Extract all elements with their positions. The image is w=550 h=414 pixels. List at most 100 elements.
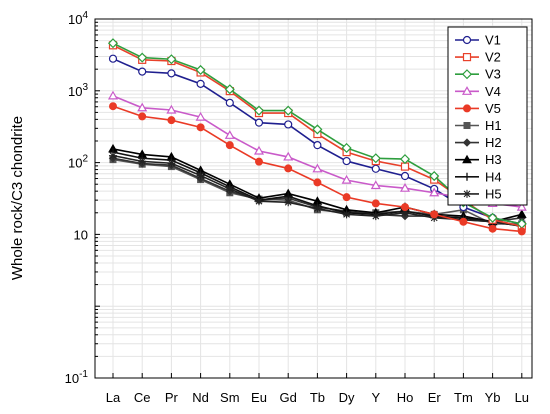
data-point-v3 (137, 52, 148, 63)
legend-marker (462, 138, 472, 147)
data-point-v5 (284, 164, 293, 173)
data-point-h5 (255, 197, 263, 206)
x-tick-label-la: La (106, 390, 121, 405)
legend-label: V1 (485, 33, 501, 48)
legend-label: H2 (485, 135, 502, 150)
data-point-v5 (255, 157, 263, 166)
data-point-v4 (370, 180, 381, 190)
x-tick-label-lu: Lu (515, 390, 529, 405)
data-point-v4 (283, 151, 294, 161)
data-point-h5 (167, 159, 176, 168)
legend-marker (463, 104, 471, 113)
data-point-v1 (342, 156, 351, 166)
data-point-h3 (516, 209, 527, 218)
legend-item-v4: V4 (455, 84, 501, 99)
data-point-v5 (196, 123, 205, 132)
data-point-v1 (196, 79, 205, 88)
data-point-h5 (109, 151, 117, 160)
legend-label: V5 (485, 101, 501, 116)
data-point-v1 (167, 69, 176, 78)
legend-label: H3 (485, 152, 502, 167)
legend-label: H4 (485, 169, 502, 184)
data-point-v3 (399, 154, 411, 165)
data-point-v4 (166, 104, 177, 114)
data-point-v5 (109, 102, 117, 111)
data-point-v4 (429, 187, 440, 197)
x-tick-label-ho: Ho (397, 390, 414, 405)
data-point-v1 (254, 118, 264, 127)
legend-item-v1: V1 (455, 33, 501, 48)
legend-label: V2 (485, 50, 501, 65)
legend-item-h2: H2 (455, 135, 502, 150)
data-point-h5 (284, 198, 293, 207)
data-point-h5 (342, 210, 351, 219)
x-tick-label-ce: Ce (134, 390, 151, 405)
data-point-v3 (429, 170, 440, 182)
data-point-v5 (313, 178, 322, 187)
y-tick-label: 103 (68, 82, 88, 99)
legend-item-v2: V2 (455, 50, 501, 65)
legend-marker (463, 172, 471, 181)
data-point-v3 (166, 54, 177, 65)
x-tick-label-yb: Yb (485, 390, 501, 405)
data-point-h5 (371, 212, 380, 221)
y-tick-label: 10 (74, 227, 88, 242)
y-tick-label: 104 (68, 10, 88, 27)
y-tick-label: 10-1 (65, 369, 89, 386)
legend-item-h3: H3 (455, 152, 502, 167)
data-point-v4 (137, 102, 148, 112)
x-tick-label-nd: Nd (192, 390, 209, 405)
data-point-v3 (195, 64, 206, 76)
legend-item-v3: V3 (455, 67, 501, 82)
data-point-v4 (341, 174, 352, 184)
legend-item-v5: V5 (455, 101, 501, 116)
data-point-v1 (108, 54, 118, 63)
y-tick-label: 102 (68, 154, 88, 171)
data-point-v4 (107, 90, 119, 100)
data-point-v3 (370, 153, 381, 164)
x-tick-label-sm: Sm (220, 390, 240, 405)
data-point-v4 (399, 182, 411, 192)
legend-item-h1: H1 (455, 118, 502, 133)
data-point-h5 (313, 204, 322, 213)
legend: V1 V2 V3 V4 V5 H1 H2 H3 H4 H5 (447, 26, 528, 206)
legend-marker (462, 154, 472, 164)
data-point-v1 (138, 67, 147, 76)
data-point-v3 (312, 124, 323, 135)
legend-marker (462, 52, 472, 62)
data-point-v5 (138, 112, 147, 121)
legend-marker (462, 35, 472, 45)
x-tick-label-y: Y (371, 390, 380, 405)
y-axis-title: Whole rock/C3 chondrite (9, 116, 26, 280)
data-point-v4 (253, 145, 265, 155)
data-point-v5 (430, 210, 439, 219)
data-point-v1 (225, 98, 234, 107)
x-tick-label-gd: Gd (280, 390, 297, 405)
data-point-v5 (371, 199, 380, 208)
data-point-h5 (196, 171, 205, 180)
data-point-h5 (401, 208, 409, 217)
data-point-v4 (224, 130, 235, 139)
x-tick-label-eu: Eu (251, 390, 267, 405)
data-point-v3 (487, 212, 498, 223)
x-tick-label-er: Er (428, 390, 442, 405)
data-point-v1 (400, 171, 410, 181)
x-axis: La Ce Pr Nd Sm Eu Gd Tb Dy Y Ho Er Tm Yb Lu (106, 373, 529, 405)
data-point-v4 (516, 201, 527, 211)
data-point-v5 (488, 224, 497, 233)
legend-label: V4 (485, 84, 501, 99)
data-point-v3 (253, 105, 265, 116)
plot-frame (94, 18, 533, 379)
legend-marker (463, 122, 471, 129)
x-tick-label-dy: Dy (339, 390, 355, 405)
data-point-v3 (283, 105, 294, 116)
legend-label: V3 (485, 67, 501, 82)
data-point-v3 (224, 84, 235, 95)
data-point-h5 (138, 157, 147, 166)
legend-marker (463, 189, 471, 198)
legend-marker (461, 86, 473, 95)
legend-item-h4: H4 (455, 169, 502, 184)
data-point-v5 (342, 193, 351, 202)
data-point-v5 (167, 116, 176, 125)
